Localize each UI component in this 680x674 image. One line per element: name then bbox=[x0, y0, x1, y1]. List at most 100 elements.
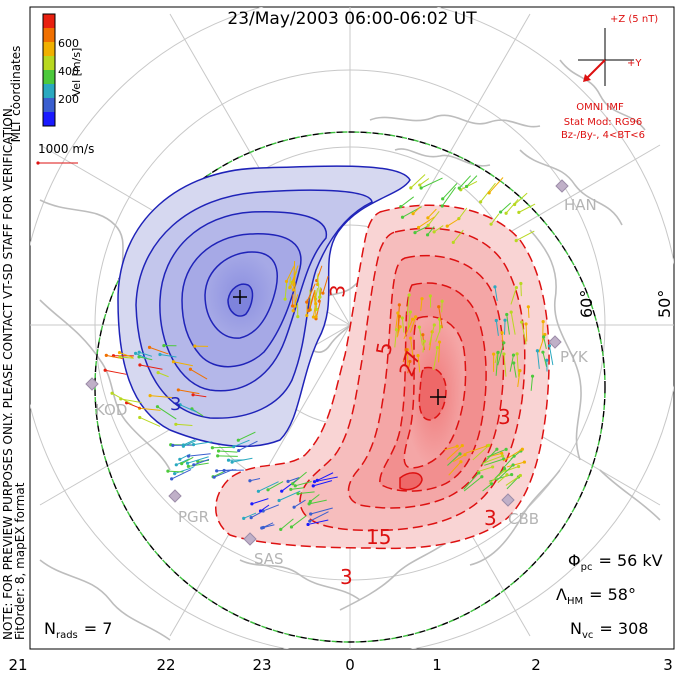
velocity-vector bbox=[458, 175, 471, 189]
velocity-vector-origin bbox=[492, 352, 496, 356]
velocity-vector bbox=[238, 440, 258, 452]
velocity-vector-origin bbox=[280, 489, 284, 493]
stat-n-rads: Nrads = 7 bbox=[44, 619, 112, 641]
velocity-vector bbox=[530, 376, 534, 391]
velocity-vector bbox=[542, 352, 548, 368]
velocity-vector bbox=[490, 213, 500, 225]
velocity-vector bbox=[503, 455, 515, 468]
velocity-vector bbox=[418, 216, 435, 228]
velocity-vector bbox=[494, 286, 498, 301]
velocity-vector-origin bbox=[306, 522, 310, 527]
velocity-vector bbox=[119, 356, 134, 359]
velocity-vector-origin bbox=[317, 299, 321, 303]
velocity-vector-origin bbox=[399, 204, 403, 209]
velocity-vector-origin bbox=[504, 211, 508, 215]
velocity-vector-origin bbox=[296, 315, 300, 319]
velocity-vector bbox=[238, 431, 256, 441]
velocity-vector-origin bbox=[542, 335, 546, 339]
velocity-vector-origin bbox=[318, 295, 322, 299]
velocity-vector-origin bbox=[499, 210, 503, 214]
velocity-vector bbox=[316, 275, 321, 298]
velocity-vector bbox=[187, 456, 209, 464]
velocity-vector bbox=[510, 312, 516, 335]
velocity-vector-origin bbox=[514, 239, 518, 243]
negative-potential-cell bbox=[117, 165, 411, 448]
velocity-vector-origin bbox=[308, 308, 312, 312]
latitude-label-50: 50° bbox=[655, 290, 674, 318]
velocity-vector bbox=[292, 471, 307, 485]
velocity-vector bbox=[452, 229, 464, 243]
velocity-vector-origin bbox=[410, 317, 415, 321]
station-pyk-label: PYK bbox=[560, 348, 589, 366]
velocity-vector-origin bbox=[545, 358, 549, 362]
velocity-vector bbox=[495, 320, 499, 336]
velocity-vector-origin bbox=[260, 526, 264, 530]
velocity-vector-origin bbox=[459, 460, 463, 464]
velocity-vector bbox=[233, 439, 250, 448]
velocity-vector-origin bbox=[166, 469, 170, 473]
velocity-vector-origin bbox=[186, 464, 190, 468]
velocity-vector-origin bbox=[418, 183, 422, 187]
colorbar-segment bbox=[43, 42, 55, 57]
velocity-vector bbox=[292, 275, 296, 290]
velocity-vector-origin bbox=[516, 464, 521, 469]
mlt-tick: 21 bbox=[8, 656, 27, 674]
velocity-vector-origin bbox=[514, 285, 519, 290]
velocity-vector-origin bbox=[495, 447, 499, 451]
velocity-vector bbox=[173, 361, 193, 367]
velocity-vector-origin bbox=[156, 371, 160, 375]
velocity-vector bbox=[159, 354, 177, 358]
velocity-vector-origin bbox=[426, 223, 430, 227]
velocity-vector-origin bbox=[547, 344, 552, 348]
station-pgr-label: PGR bbox=[178, 508, 209, 526]
velocity-vector bbox=[139, 351, 153, 357]
stat-lambda-hm: ΛHM = 58° bbox=[556, 585, 636, 607]
velocity-vector-origin bbox=[460, 444, 464, 448]
velocity-vector-origin bbox=[148, 394, 152, 398]
velocity-vector bbox=[463, 472, 480, 490]
velocity-vector-origin bbox=[404, 348, 408, 352]
velocity-vector-origin bbox=[173, 471, 177, 476]
velocity-vector bbox=[460, 180, 478, 191]
velocity-vector bbox=[314, 290, 317, 304]
velocity-vector-origin bbox=[479, 200, 483, 204]
velocity-vector-origin bbox=[493, 285, 497, 289]
velocity-vector bbox=[447, 453, 461, 466]
velocity-vector bbox=[188, 453, 211, 457]
velocity-vector-origin bbox=[309, 512, 313, 516]
velocity-vector bbox=[407, 361, 411, 374]
velocity-vector bbox=[515, 230, 535, 242]
colorbar-segment bbox=[43, 70, 55, 85]
imf-model: Stat Mod: RG96 bbox=[564, 117, 643, 128]
velocity-vector-origin bbox=[541, 350, 545, 354]
velocity-vector-origin bbox=[284, 279, 289, 284]
velocity-colorbar bbox=[42, 13, 56, 127]
velocity-vector bbox=[406, 294, 410, 316]
velocity-vector bbox=[286, 265, 295, 282]
velocity-vector bbox=[292, 294, 299, 311]
velocity-vector bbox=[258, 481, 279, 492]
velocity-vector-origin bbox=[413, 230, 417, 235]
velocity-vector bbox=[402, 349, 407, 363]
velocity-vector bbox=[420, 298, 423, 311]
velocity-vector bbox=[458, 207, 468, 219]
station-cbb-label: CBB bbox=[508, 510, 539, 528]
velocity-vector bbox=[280, 518, 294, 530]
velocity-vector-origin bbox=[397, 314, 402, 318]
velocity-vector bbox=[446, 445, 463, 461]
velocity-vector-origin bbox=[400, 215, 405, 219]
velocity-vector bbox=[174, 466, 194, 475]
velocity-vector-origin bbox=[289, 487, 293, 492]
velocity-vector bbox=[251, 498, 269, 505]
velocity-vector-origin bbox=[419, 186, 423, 190]
contour-label: 5 bbox=[371, 340, 397, 357]
velocity-vector-origin bbox=[155, 405, 160, 409]
velocity-vector bbox=[291, 515, 307, 528]
velocity-vector bbox=[278, 490, 301, 501]
velocity-vector-origin bbox=[232, 445, 236, 449]
map-title: 23/May/2003 06:00-06:02 UT bbox=[227, 9, 477, 29]
velocity-vector bbox=[446, 218, 460, 227]
imf-source: OMNI IMF bbox=[576, 102, 624, 113]
velocity-vector bbox=[243, 512, 257, 519]
